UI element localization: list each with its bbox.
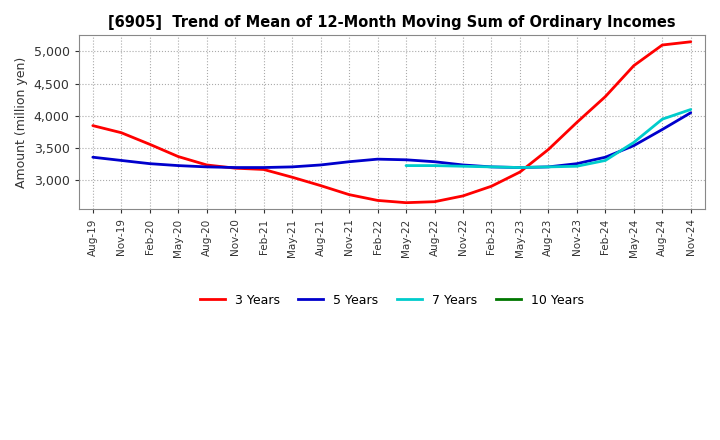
Y-axis label: Amount (million yen): Amount (million yen) xyxy=(15,57,28,188)
Title: [6905]  Trend of Mean of 12-Month Moving Sum of Ordinary Incomes: [6905] Trend of Mean of 12-Month Moving … xyxy=(108,15,675,30)
Legend: 3 Years, 5 Years, 7 Years, 10 Years: 3 Years, 5 Years, 7 Years, 10 Years xyxy=(194,289,589,312)
